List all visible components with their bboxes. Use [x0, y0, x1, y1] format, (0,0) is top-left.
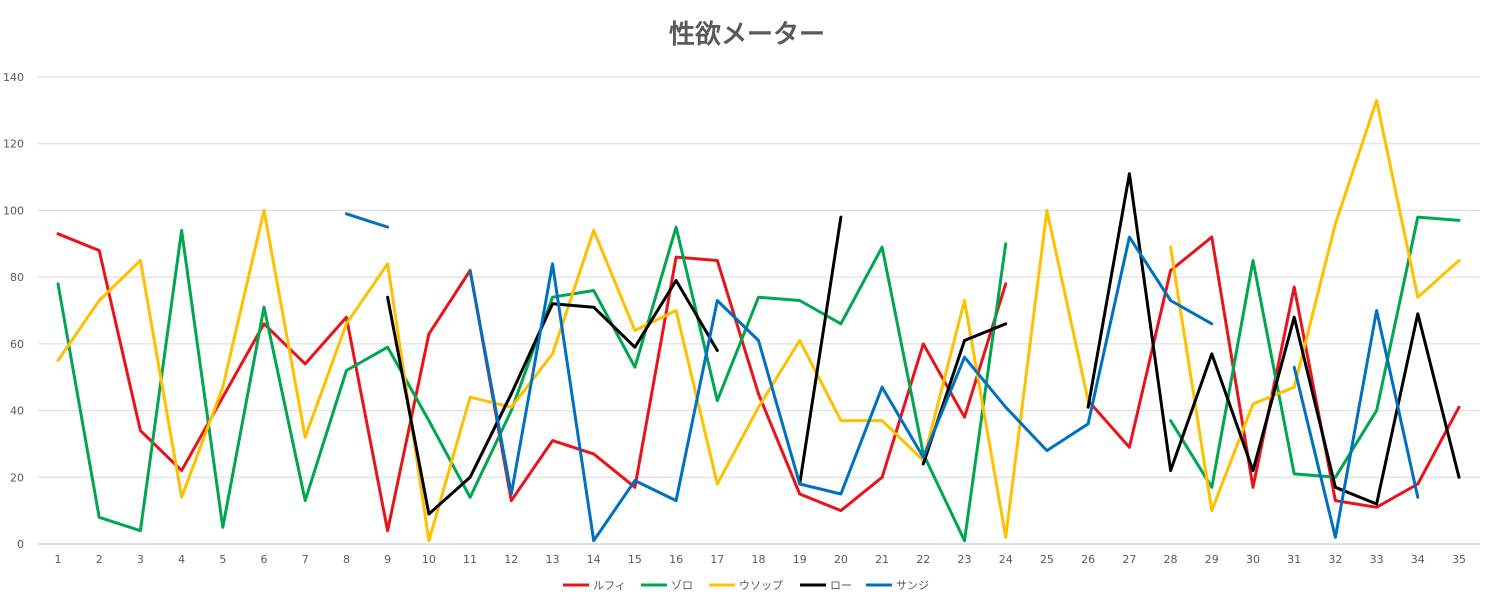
x-tick-label: 16 — [669, 553, 683, 566]
x-tick-label: 18 — [752, 553, 766, 566]
y-tick-label: 0 — [17, 538, 24, 551]
x-tick-label: 35 — [1452, 553, 1466, 566]
x-tick-label: 33 — [1370, 553, 1384, 566]
x-tick-label: 9 — [384, 553, 391, 566]
x-tick-label: 26 — [1081, 553, 1095, 566]
y-tick-label: 20 — [10, 471, 24, 484]
x-tick-label: 31 — [1287, 553, 1301, 566]
x-tick-label: 24 — [999, 553, 1013, 566]
y-tick-label: 40 — [10, 405, 24, 418]
x-tick-label: 15 — [628, 553, 642, 566]
x-tick-label: 20 — [834, 553, 848, 566]
x-tick-label: 13 — [545, 553, 559, 566]
series-5 — [344, 212, 1420, 543]
y-tick-label: 100 — [3, 204, 24, 217]
x-tick-label: 19 — [793, 553, 807, 566]
x-tick-label: 12 — [504, 553, 518, 566]
y-tick-label: 120 — [3, 138, 24, 151]
x-tick-label: 2 — [96, 553, 103, 566]
x-tick-label: 11 — [463, 553, 477, 566]
gridlines — [38, 76, 1480, 545]
series-line — [386, 172, 1461, 516]
x-tick-label: 22 — [916, 553, 930, 566]
x-tick-label: 27 — [1122, 553, 1136, 566]
legend-item: ルフィ — [563, 579, 626, 592]
legend-label: ゾロ — [671, 579, 693, 592]
x-tick-label: 23 — [958, 553, 972, 566]
legend-item: ロー — [800, 579, 852, 592]
legend-label: ウソップ — [739, 579, 783, 592]
x-tick-label: 17 — [710, 553, 724, 566]
x-tick-label: 25 — [1040, 553, 1054, 566]
x-tick-label: 32 — [1328, 553, 1342, 566]
x-tick-label: 3 — [137, 553, 144, 566]
x-tick-label: 7 — [302, 553, 309, 566]
series-lines — [56, 98, 1461, 543]
x-tick-label: 10 — [422, 553, 436, 566]
x-tick-label: 1 — [55, 553, 62, 566]
x-tick-label: 6 — [261, 553, 268, 566]
chart-title: 性欲メーター — [668, 20, 825, 50]
x-axis-ticks: 1 2 3 4 5 6 7 8 9 10 11 12 13 14 15 16 17 18 19 20 21 22 23 24 2… — [55, 553, 1467, 566]
legend-label: サンジ — [896, 579, 929, 592]
x-tick-label: 8 — [343, 553, 350, 566]
y-tick-label: 140 — [3, 71, 24, 84]
series-4 — [386, 172, 1461, 516]
legend-item: ゾロ — [641, 579, 693, 592]
x-tick-label: 29 — [1205, 553, 1219, 566]
y-tick-label: 60 — [10, 338, 24, 351]
legend-item: ウソップ — [709, 579, 783, 592]
x-tick-label: 14 — [587, 553, 601, 566]
x-tick-label: 34 — [1411, 553, 1425, 566]
series-2 — [56, 215, 1461, 543]
x-tick-label: 5 — [219, 553, 226, 566]
series-3 — [56, 98, 1461, 543]
x-tick-label: 4 — [178, 553, 185, 566]
y-axis-ticks: 0 20 40 60 80 100 120 140 — [3, 71, 24, 551]
legend-label: ルフィ — [593, 579, 626, 592]
legend-item: サンジ — [866, 579, 929, 592]
legend-label: ロー — [830, 579, 852, 592]
x-tick-label: 21 — [875, 553, 889, 566]
x-tick-label: 30 — [1246, 553, 1260, 566]
x-tick-label: 28 — [1164, 553, 1178, 566]
legend: ルフィ ゾロ ウソップ ロー サンジ — [563, 579, 929, 592]
series-line — [56, 215, 1461, 543]
series-line — [56, 98, 1461, 543]
y-tick-label: 80 — [10, 271, 24, 284]
series-line — [344, 212, 1420, 543]
